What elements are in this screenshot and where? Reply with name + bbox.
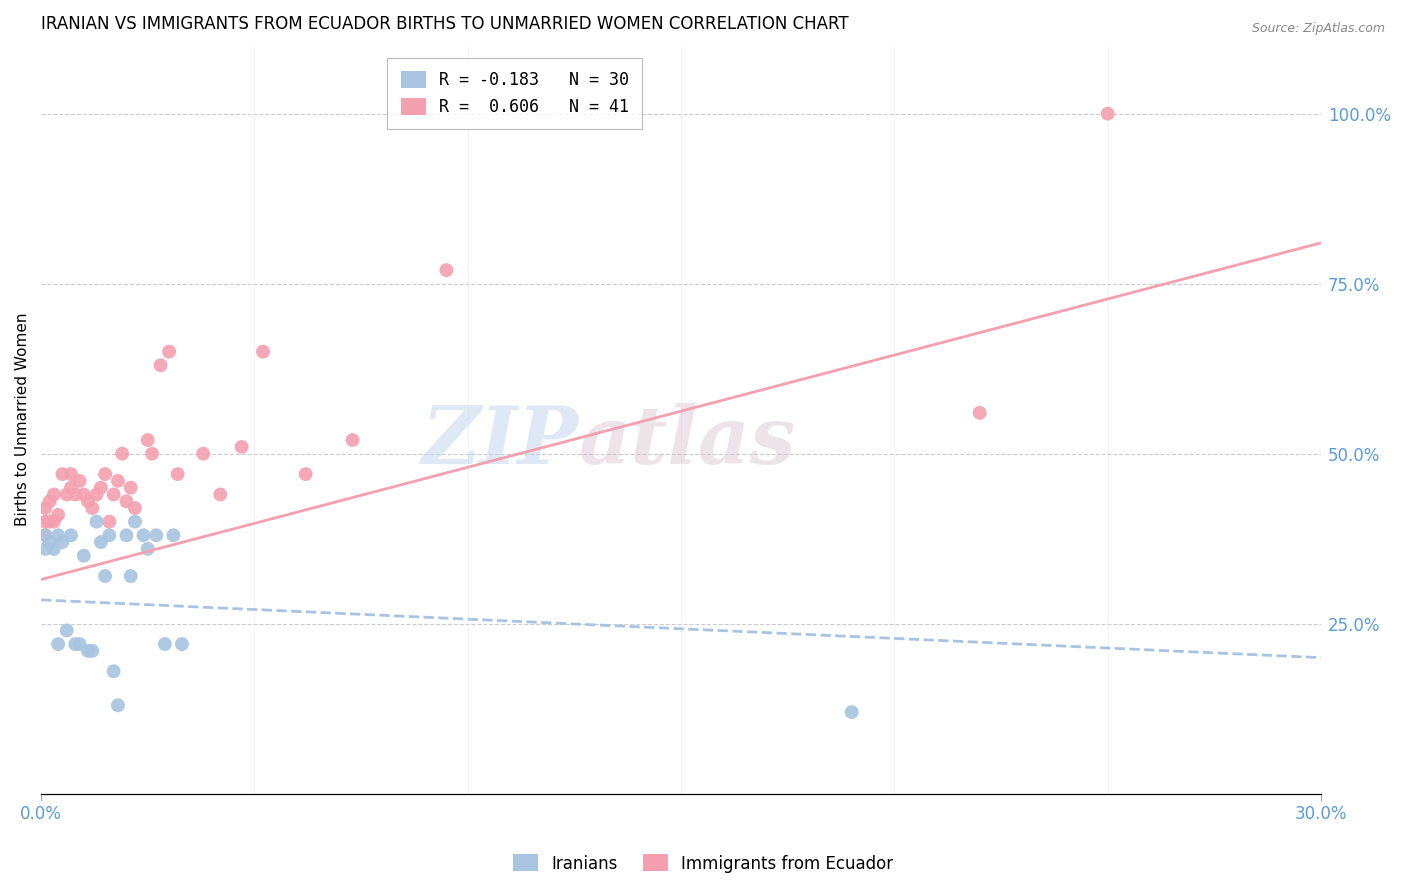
Point [98, 515, 121, 529]
Point [94, 467, 117, 481]
Point [107, 474, 129, 488]
Point [115, 494, 138, 508]
Point [77, 494, 100, 508]
Point [145, 528, 167, 542]
Point [69, 637, 91, 651]
Point [90, 535, 112, 549]
Point [73, 549, 96, 563]
Point [55, 624, 77, 638]
Point [132, 528, 155, 542]
Point [136, 433, 159, 447]
Point [90, 481, 112, 495]
Point [294, 467, 316, 481]
Text: IRANIAN VS IMMIGRANTS FROM ECUADOR BIRTHS TO UNMARRIED WOMEN CORRELATION CHART: IRANIAN VS IMMIGRANTS FROM ECUADOR BIRTH… [41, 15, 849, 33]
Point [166, 467, 188, 481]
Point [34, 541, 56, 556]
Point [65, 487, 87, 501]
Text: atlas: atlas [579, 403, 796, 481]
Point [46, 637, 69, 651]
Point [107, 698, 129, 713]
Text: ZIP: ZIP [422, 403, 579, 481]
Point [120, 569, 142, 583]
Point [42, 515, 65, 529]
Point [120, 481, 142, 495]
Point [157, 344, 180, 359]
Point [34, 528, 56, 542]
Point [969, 406, 991, 420]
Point [124, 501, 146, 516]
Point [111, 447, 134, 461]
Point [59, 528, 82, 542]
Point [342, 433, 364, 447]
Point [51, 467, 73, 481]
Point [436, 263, 458, 277]
Point [170, 637, 193, 651]
Legend: R = -0.183   N = 30, R =  0.606   N = 41: R = -0.183 N = 30, R = 0.606 N = 41 [387, 58, 643, 129]
Point [124, 515, 146, 529]
Point [42, 541, 65, 556]
Point [69, 474, 91, 488]
Point [34, 528, 56, 542]
Point [42, 487, 65, 501]
Point [162, 528, 184, 542]
Point [136, 541, 159, 556]
Point [141, 447, 163, 461]
Point [98, 528, 121, 542]
Point [86, 487, 108, 501]
Point [115, 528, 138, 542]
Legend: Iranians, Immigrants from Ecuador: Iranians, Immigrants from Ecuador [506, 847, 900, 880]
Point [1097, 106, 1119, 120]
Point [46, 528, 69, 542]
Point [209, 487, 232, 501]
Y-axis label: Births to Unmarried Women: Births to Unmarried Women [15, 313, 30, 526]
Point [252, 344, 274, 359]
Point [34, 515, 56, 529]
Point [38, 515, 60, 529]
Point [94, 569, 117, 583]
Point [59, 481, 82, 495]
Point [149, 358, 172, 372]
Text: Source: ZipAtlas.com: Source: ZipAtlas.com [1251, 22, 1385, 36]
Point [86, 515, 108, 529]
Point [77, 644, 100, 658]
Point [193, 447, 215, 461]
Point [65, 637, 87, 651]
Point [231, 440, 253, 454]
Point [51, 535, 73, 549]
Point [153, 637, 176, 651]
Point [841, 705, 863, 719]
Point [38, 494, 60, 508]
Point [59, 467, 82, 481]
Point [38, 535, 60, 549]
Point [73, 487, 96, 501]
Point [103, 665, 125, 679]
Point [82, 501, 104, 516]
Point [34, 501, 56, 516]
Point [55, 487, 77, 501]
Point [103, 487, 125, 501]
Point [82, 644, 104, 658]
Point [46, 508, 69, 522]
